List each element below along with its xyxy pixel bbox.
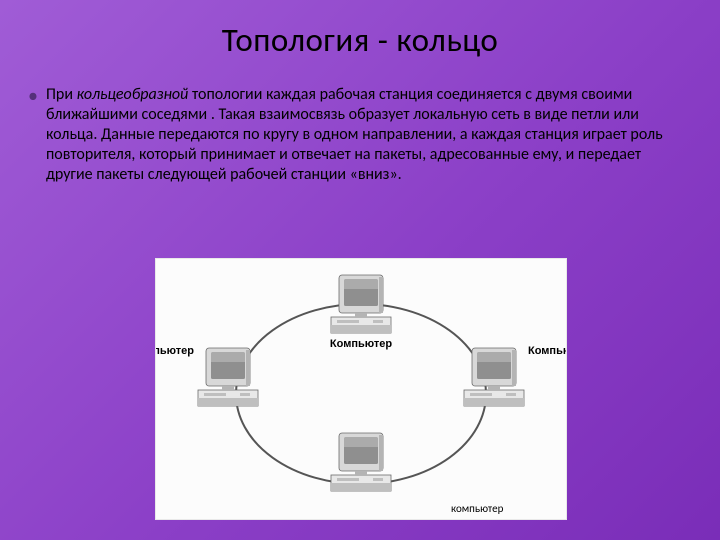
svg-text:Компьютер: Компьютер: [156, 345, 194, 357]
ring-topology-diagram: Компьютер Компьютер Компьютер компьютер: [155, 258, 567, 520]
bullet-prefix: При: [46, 85, 77, 104]
diagram-caption: компьютер: [451, 502, 503, 515]
bullet-italic: кольцеобразной: [77, 85, 189, 104]
diagram-svg: Компьютер Компьютер Компьютер: [156, 259, 566, 519]
svg-text:Компьютер: Компьютер: [330, 338, 392, 350]
bullet-icon: •: [28, 86, 38, 106]
slide-title: Топология - кольцо: [0, 20, 720, 60]
slide-body: • При кольцеобразной топологии каждая ра…: [28, 85, 690, 185]
slide: Топология - кольцо • При кольцеобразной …: [0, 0, 720, 540]
svg-text:Компьютер: Компьютер: [528, 345, 566, 357]
bullet-item: • При кольцеобразной топологии каждая ра…: [28, 85, 690, 185]
bullet-text: При кольцеобразной топологии каждая рабо…: [46, 85, 690, 185]
